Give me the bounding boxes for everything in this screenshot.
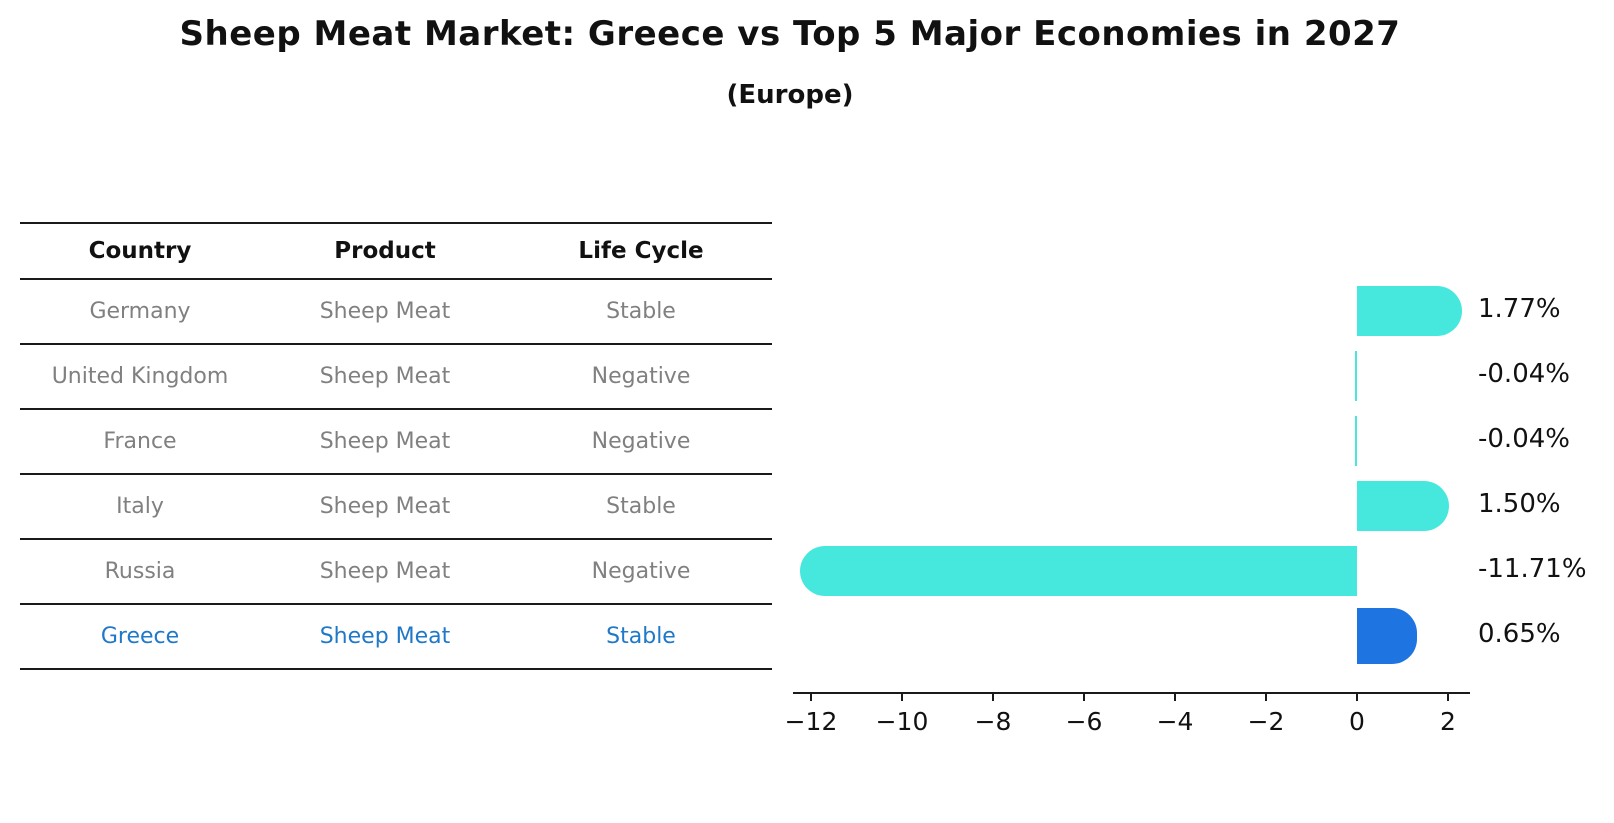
table-cell-product: Sheep Meat — [319, 494, 451, 519]
table-header-product: Product — [334, 238, 436, 264]
x-axis-tick — [1265, 692, 1267, 701]
table-row: Germany Sheep Meat Stable — [20, 280, 772, 345]
table-header-life-cycle: Life Cycle — [578, 238, 704, 264]
table-cell-country: United Kingdom — [51, 364, 229, 389]
bar-value-label: -11.71% — [1478, 553, 1587, 584]
table-cell-life-cycle: Stable — [606, 494, 676, 519]
x-axis-tick-label: −10 — [875, 707, 929, 736]
x-axis-tick — [1447, 692, 1449, 701]
table-cell-country: Italy — [116, 494, 164, 519]
x-axis-tick — [1356, 692, 1358, 701]
table-cell-product: Sheep Meat — [319, 299, 451, 324]
x-axis-tick-label: −12 — [784, 707, 838, 736]
table-row: France Sheep Meat Negative — [20, 410, 772, 475]
table-cell-product: Sheep Meat — [319, 364, 451, 389]
bar-value-label: 0.65% — [1478, 618, 1561, 649]
table-cell-life-cycle: Stable — [606, 299, 676, 324]
table-cell-life-cycle: Stable — [606, 624, 676, 649]
bar-value-label: 1.50% — [1478, 488, 1561, 519]
table-cell-product: Sheep Meat — [319, 429, 451, 454]
bar-united-kingdom — [1355, 350, 1357, 401]
bar-value-label: -0.04% — [1478, 423, 1570, 454]
table-header-row: Country Product Life Cycle — [20, 224, 772, 280]
table-cell-product: Sheep Meat — [319, 624, 451, 649]
x-axis-tick-label: −2 — [1247, 707, 1285, 736]
table-row: Greece Sheep Meat Stable — [20, 605, 772, 670]
chart-title: Sheep Meat Market: Greece vs Top 5 Major… — [179, 14, 1401, 54]
table-header-country: Country — [88, 238, 192, 264]
table-cell-country: Greece — [100, 624, 180, 649]
bar-russia — [800, 545, 1357, 596]
x-axis-tick-label: −6 — [1065, 707, 1103, 736]
bar-greece-highlight — [1357, 607, 1417, 664]
x-axis-tick — [810, 692, 812, 701]
x-axis-tick — [1174, 692, 1176, 701]
table-row: Russia Sheep Meat Negative — [20, 540, 772, 605]
table-cell-product: Sheep Meat — [319, 559, 451, 584]
x-axis-tick — [992, 692, 994, 701]
table-cell-country: Germany — [89, 299, 191, 324]
chart-subtitle: (Europe) — [726, 80, 854, 110]
bar-germany — [1357, 285, 1462, 336]
bar-italy — [1357, 480, 1450, 531]
table-cell-country: France — [103, 429, 177, 454]
country-table: Country Product Life Cycle Germany Sheep … — [20, 222, 772, 670]
table-cell-life-cycle: Negative — [591, 429, 691, 454]
x-axis-tick — [901, 692, 903, 701]
table-cell-life-cycle: Negative — [591, 364, 691, 389]
bar-france — [1355, 415, 1357, 466]
x-axis-tick-label: −8 — [974, 707, 1012, 736]
table-cell-country: Russia — [104, 559, 176, 584]
bar-chart-plot-area: −12 −10 −8 −6 −4 −2 0 2 1.77% -0.04% -0.04% 1.50% -1… — [785, 285, 1587, 736]
table-cell-life-cycle: Negative — [591, 559, 691, 584]
x-axis-tick — [1083, 692, 1085, 701]
bar-value-label: 1.77% — [1478, 293, 1561, 324]
x-axis-tick-label: −4 — [1156, 707, 1194, 736]
table-row: United Kingdom Sheep Meat Negative — [20, 345, 772, 410]
x-axis-tick-label: 2 — [1440, 707, 1456, 736]
x-axis-tick-label: 0 — [1349, 707, 1365, 736]
bar-value-label: -0.04% — [1478, 358, 1570, 389]
table-body: Germany Sheep Meat Stable United Kingdom She… — [20, 280, 772, 670]
table-row: Italy Sheep Meat Stable — [20, 475, 772, 540]
